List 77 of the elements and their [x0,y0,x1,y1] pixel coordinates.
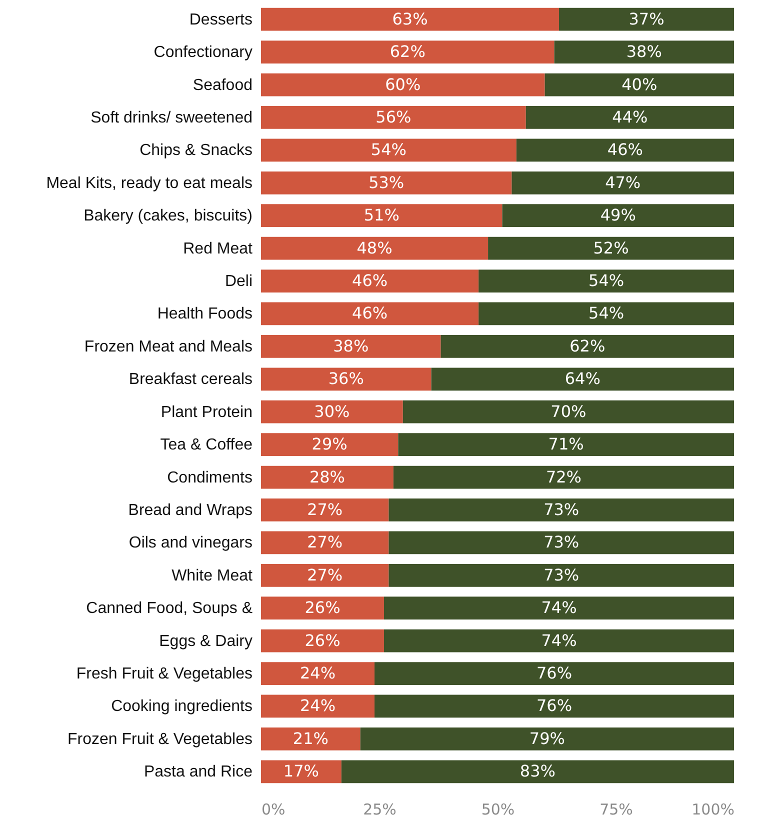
data-label: 51% [364,206,400,225]
data-label: 70% [550,402,586,421]
data-label: 37% [628,9,664,28]
y-tick-label: Desserts [189,11,252,28]
y-tick-label: Oils and vinegars [128,534,252,552]
y-tick-label: Frozen Meat and Meals [84,338,252,356]
data-label: 28% [309,467,345,486]
data-label: 17% [283,762,319,781]
y-tick-label: Cooking ingredients [111,698,252,716]
data-label: 62% [570,336,606,356]
y-tick-label: Health Foods [157,306,252,323]
data-label: 54% [370,140,406,160]
y-tick-label: Chips & Snacks [140,142,252,160]
y-tick-label: Fresh Fruit & Vegetables [76,666,252,683]
data-label: 56% [376,107,412,126]
data-label: 72% [546,467,582,486]
data-label: 63% [392,9,428,28]
data-label: 54% [588,304,624,323]
data-label: 62% [390,42,426,62]
y-tick-label: Condiments [167,469,252,486]
y-tick-label: Meal Kits, ready to eat meals [46,174,252,192]
x-tick-label: 50% [481,800,515,818]
y-tick-label: Bread and Wraps [128,502,252,519]
data-label: 73% [544,500,580,519]
data-label: 74% [541,598,577,618]
data-label: 36% [328,369,364,388]
data-label: 83% [520,762,556,781]
y-tick-label: Seafood [192,76,252,94]
data-label: 54% [588,271,624,290]
data-label: 46% [607,140,643,160]
data-label: 44% [612,107,648,126]
x-tick-label: 0% [262,800,286,818]
data-label: 40% [622,74,658,94]
data-label: 46% [352,304,388,323]
y-tick-label: Tea & Coffee [160,436,253,454]
data-label: 52% [593,238,629,258]
data-label: 48% [356,238,392,258]
data-label: 76% [536,696,572,716]
x-tick-label: 100% [692,800,734,818]
x-tick-label: 75% [600,800,633,818]
data-label: 38% [626,42,662,62]
data-label: 27% [307,565,343,584]
data-label: 27% [307,532,343,552]
y-tick-label: Breakfast cereals [128,371,252,388]
y-tick-label: White Meat [172,567,254,584]
y-tick-label: Deli [224,273,252,290]
data-label: 73% [544,565,580,584]
data-label: 71% [548,434,584,454]
y-tick-label: Confectionary [154,44,252,62]
y-tick-label: Plant Protein [160,404,252,421]
data-label: 76% [536,664,572,683]
data-label: 29% [312,434,348,454]
data-label: 79% [529,728,565,748]
y-tick-label: Canned Food, Soups & [86,600,253,618]
y-tick-label: Pasta and Rice [144,764,253,781]
y-tick-label: Soft drinks/ sweetened [90,109,252,126]
data-label: 30% [314,402,350,421]
data-label: 74% [541,630,577,650]
data-label: 64% [564,369,600,388]
data-label: 49% [600,206,636,225]
data-label: 53% [368,172,404,192]
data-label: 73% [544,532,580,552]
x-tick-label: 25% [363,800,396,818]
data-label: 60% [385,74,421,94]
data-label: 46% [352,271,388,290]
y-tick-label: Bakery (cakes, biscuits) [84,208,252,225]
data-label: 47% [605,172,641,192]
y-tick-label: Frozen Fruit & Vegetables [68,730,252,748]
data-label: 21% [292,728,328,748]
y-tick-label: Red Meat [183,240,254,258]
data-label: 27% [307,500,343,519]
data-label: 24% [300,696,336,716]
y-tick-label: Eggs & Dairy [159,632,252,650]
data-label: 24% [300,664,336,683]
data-label: 26% [304,598,340,618]
data-label: 38% [333,336,369,356]
data-label: 26% [304,630,340,650]
